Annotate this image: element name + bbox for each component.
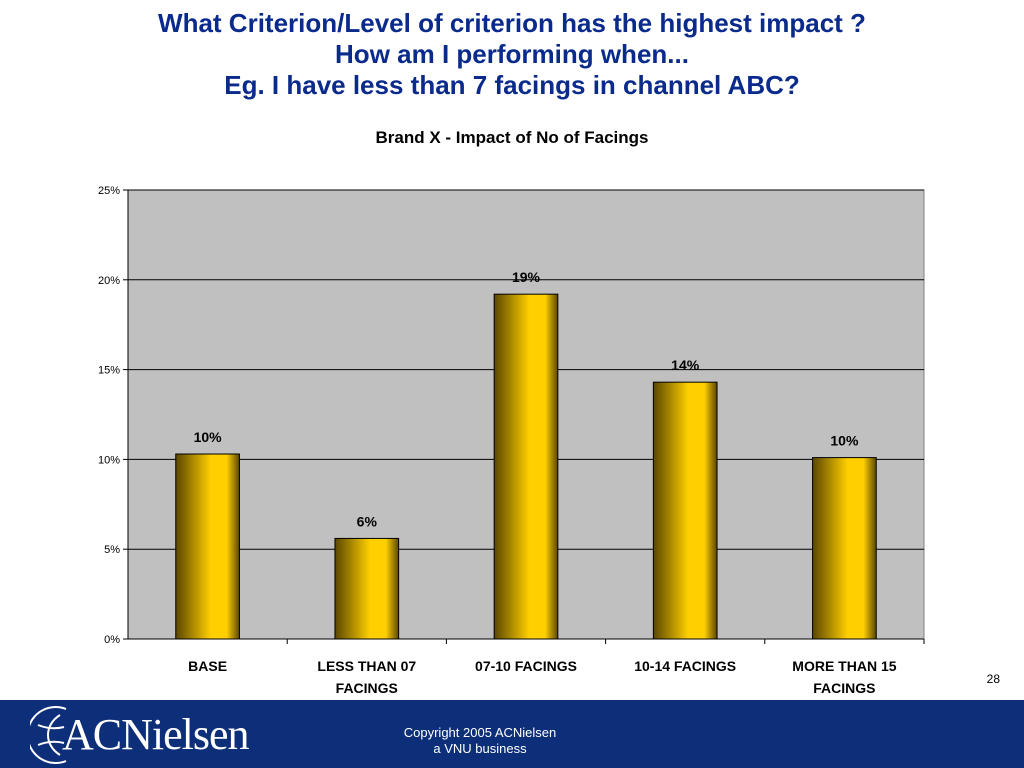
bar xyxy=(175,453,240,640)
y-tick-label: 25% xyxy=(98,185,120,197)
y-tick-label: 5% xyxy=(104,544,120,556)
chart-title: Brand X - Impact of No of Facings xyxy=(375,128,649,147)
y-tick-label: 0% xyxy=(104,634,120,646)
headline-line-3: Eg. I have less than 7 facings in channe… xyxy=(224,70,800,100)
bar xyxy=(812,457,877,640)
data-label: 10% xyxy=(830,433,859,449)
globe-logo-icon xyxy=(30,706,67,764)
x-tick-label: MORE THAN 15 FACINGS xyxy=(792,658,896,696)
y-tick-label: 15% xyxy=(98,365,120,377)
copyright-line-1: Copyright 2005 ACNielsen xyxy=(403,725,557,740)
brand-logo: ACNielsen xyxy=(62,710,250,759)
slide-headline: What Criterion/Level of criterion has th… xyxy=(0,8,1024,101)
data-label: 10% xyxy=(194,429,223,445)
x-tick-label: 07-10 FACINGS xyxy=(475,658,577,674)
copyright: Copyright 2005 ACNielsen a VNU business xyxy=(330,725,630,757)
footer-bar xyxy=(0,700,1024,768)
headline-line-2: How am I performing when... xyxy=(335,39,689,69)
data-label: 19% xyxy=(512,269,541,285)
x-tick-label: LESS THAN 07 FACINGS xyxy=(317,658,416,696)
x-tick-label: 10-14 FACINGS xyxy=(634,658,736,674)
data-label: 14% xyxy=(671,357,700,373)
copyright-line-2: a VNU business xyxy=(433,741,527,756)
x-tick-label: BASE xyxy=(188,658,227,674)
bar xyxy=(652,381,718,640)
bar-chart: 0% 5% 10% 15% 20% 25% 10% BASE 6% LESS THAN 07 FAC… xyxy=(98,185,925,696)
bar xyxy=(334,537,400,640)
y-tick-label: 10% xyxy=(98,454,120,466)
bar xyxy=(493,293,559,640)
y-tick-label: 20% xyxy=(98,275,120,287)
data-label: 6% xyxy=(357,513,378,529)
page-number: 28 xyxy=(986,672,1000,686)
headline-line-1: What Criterion/Level of criterion has th… xyxy=(158,8,866,38)
